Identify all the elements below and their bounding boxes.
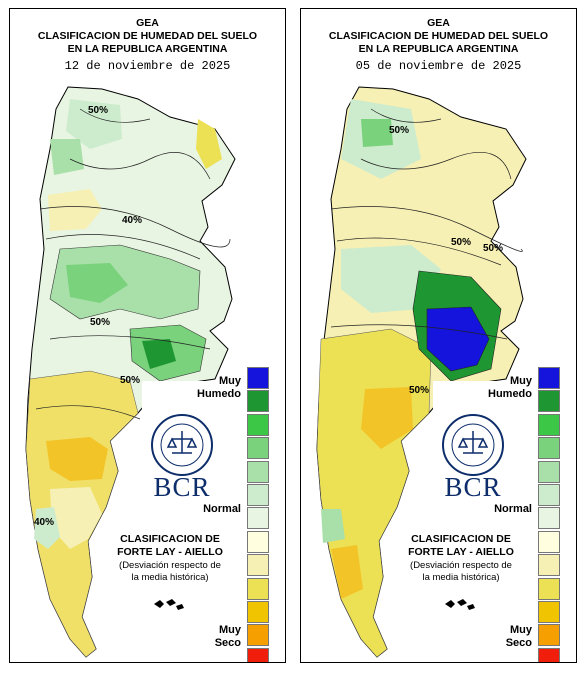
orange-region-south [331, 545, 363, 599]
contour-label: 40% [34, 517, 54, 528]
contour-label: 50% [451, 237, 471, 248]
argentina-soil-moisture-map: 50% 50% 50% 50% [316, 86, 576, 662]
legend-swatch [247, 507, 269, 530]
contour-label: 50% [409, 385, 429, 396]
contour-lines [330, 108, 523, 340]
classification-title: CLASIFICACION DE FORTE LAY - AIELLO [408, 533, 514, 558]
map-date: 05 de noviembre de 2025 [355, 59, 522, 73]
map-panel-nov-05: 50% 50% 50% 50% GEA CLASIFICACION DE HUM… [300, 8, 577, 663]
legend-swatch [247, 624, 269, 647]
legend-swatch [247, 577, 269, 600]
legend-dry-label: Muy Seco [214, 624, 241, 649]
map-title-line1: CLASIFICACION DE HUMEDAD DEL SUELO [328, 30, 549, 42]
legend-swatch [247, 554, 269, 577]
legend-swatch [538, 460, 560, 483]
legend-swatch [538, 437, 560, 460]
map-panel-nov-12: 50% 40% 50% 50% 40% GEA CLASIFICACION DE… [9, 8, 286, 663]
contour-label: 50% [88, 105, 108, 116]
map-date: 12 de noviembre de 2025 [64, 59, 231, 73]
legend-swatch [538, 577, 560, 600]
wet-core-east [426, 306, 490, 372]
map-title-line2: EN LA REPUBLICA ARGENTINA [67, 43, 228, 55]
green-region-patagonia [321, 509, 345, 543]
contour-label: 50% [389, 125, 409, 136]
legend-swatch [538, 413, 560, 436]
legend-swatch [538, 647, 560, 662]
contour-label: 40% [122, 215, 142, 226]
legend-swatch [538, 554, 560, 577]
map-title-line1: CLASIFICACION DE HUMEDAD DEL SUELO [37, 30, 258, 42]
deviation-note: (Desviación respecto de la media históri… [119, 560, 221, 583]
org-label: GEA [427, 17, 450, 29]
legend-swatch [247, 483, 269, 506]
legend-swatch [538, 483, 560, 506]
dry-region-mid [48, 189, 102, 231]
dry-region-ne [196, 119, 222, 169]
legend-swatch [538, 624, 560, 647]
legend-wet-label: Muy Humedo [197, 375, 241, 400]
bcr-logo-text: BCR [444, 472, 502, 502]
org-label: GEA [136, 17, 159, 29]
contour-label: 50% [120, 375, 140, 386]
contour-lines [35, 108, 231, 420]
legend-normal-label: Normal [203, 503, 241, 515]
legend-swatch [538, 530, 560, 553]
legend-swatch [538, 390, 560, 413]
contour-label: 50% [90, 317, 110, 328]
legend-swatch [247, 647, 269, 662]
green-region-north [66, 99, 122, 149]
legend-swatch [538, 507, 560, 530]
legend-swatch [538, 600, 560, 623]
bcr-seal-icon [442, 414, 504, 476]
map-title-line2: EN LA REPUBLICA ARGENTINA [358, 43, 519, 55]
legend-swatch [247, 437, 269, 460]
dry-region-south [316, 328, 432, 658]
humid-core-east [142, 339, 176, 369]
orange-region [361, 387, 413, 449]
humid-core-central [66, 263, 128, 303]
legend-swatch [247, 367, 269, 389]
legend-swatch [247, 460, 269, 483]
classification-title: CLASIFICACION DE FORTE LAY - AIELLO [117, 533, 223, 558]
light-region-south [50, 487, 102, 549]
deviation-note: (Desviación respecto de la media históri… [410, 560, 512, 583]
argentina-soil-moisture-map: 50% 40% 50% 50% 40% [25, 86, 285, 662]
green-core-north [361, 119, 393, 147]
legend-swatch [538, 367, 560, 389]
legend-swatch [247, 413, 269, 436]
legend-color-scale [247, 367, 269, 662]
bcr-seal-icon [151, 414, 213, 476]
green-region-patagonia [34, 507, 60, 549]
legend-swatch [247, 530, 269, 553]
green-region-nw [50, 139, 84, 175]
contour-label: 50% [483, 243, 503, 254]
bcr-logo-text: BCR [153, 472, 211, 502]
islands-icon [154, 599, 184, 610]
legend-wet-label: Muy Humedo [488, 375, 532, 400]
legend-swatch [247, 390, 269, 413]
legend-color-scale [538, 367, 560, 662]
orange-region [46, 437, 108, 481]
legend-normal-label: Normal [494, 503, 532, 515]
islands-icon [445, 599, 475, 610]
legend-dry-label: Muy Seco [505, 624, 532, 649]
legend-swatch [247, 600, 269, 623]
